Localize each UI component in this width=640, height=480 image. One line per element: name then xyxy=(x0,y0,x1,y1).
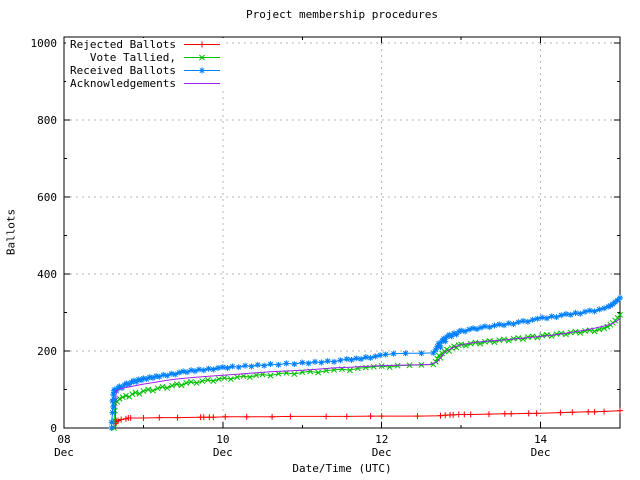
legend-row-acknowledgements: Acknowledgements xyxy=(66,77,224,90)
legend-row-rejected: Rejected Ballots xyxy=(66,38,224,51)
y-tick-label: 400 xyxy=(37,268,57,281)
legend-sample-tallied-cross-icon xyxy=(184,54,220,61)
y-tick-label: 0 xyxy=(50,422,57,435)
legend-sample-acknowledgements-line-icon xyxy=(184,83,220,84)
legend-sample-received-asterisk-icon xyxy=(184,67,220,74)
x-tick-label: 14 Dec xyxy=(530,433,551,459)
legend-row-tallied: Vote Tallied, xyxy=(66,51,224,64)
x-tick-label: 12 Dec xyxy=(371,433,392,459)
x-tick-label: 10 Dec xyxy=(212,433,233,459)
legend-sample-rejected-plus-icon xyxy=(184,41,220,48)
chart-title: Project membership procedures xyxy=(245,8,439,21)
legend: Rejected Ballots Vote Tallied, Received … xyxy=(66,38,226,90)
legend-label-received: Received Ballots xyxy=(70,64,176,77)
y-tick-label: 600 xyxy=(37,191,57,204)
x-tick-label: 08 Dec xyxy=(54,433,74,459)
y-tick-label: 800 xyxy=(37,114,57,127)
x-axis-label: Date/Time (UTC) xyxy=(292,462,392,475)
y-tick-label: 1000 xyxy=(30,37,58,50)
legend-label-tallied: Vote Tallied, xyxy=(89,51,176,64)
y-tick-label: 200 xyxy=(37,345,57,358)
legend-row-received: Received Ballots xyxy=(66,64,224,77)
legend-label-rejected: Rejected Ballots xyxy=(70,38,176,51)
legend-label-acknowledgements: Acknowledgements xyxy=(70,77,176,90)
